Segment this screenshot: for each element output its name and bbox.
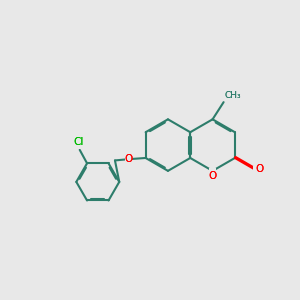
Text: CH₃: CH₃ (225, 91, 242, 100)
FancyBboxPatch shape (73, 143, 84, 149)
FancyBboxPatch shape (253, 166, 262, 172)
Text: Cl: Cl (73, 137, 84, 147)
Text: O: O (124, 154, 133, 164)
FancyBboxPatch shape (209, 168, 216, 175)
FancyBboxPatch shape (125, 156, 132, 162)
Text: O: O (209, 172, 217, 182)
Text: O: O (256, 164, 264, 174)
Text: O: O (209, 172, 217, 182)
Text: O: O (124, 154, 133, 164)
Text: CH₃: CH₃ (225, 91, 242, 100)
Text: Cl: Cl (73, 137, 84, 147)
Text: O: O (256, 164, 264, 174)
